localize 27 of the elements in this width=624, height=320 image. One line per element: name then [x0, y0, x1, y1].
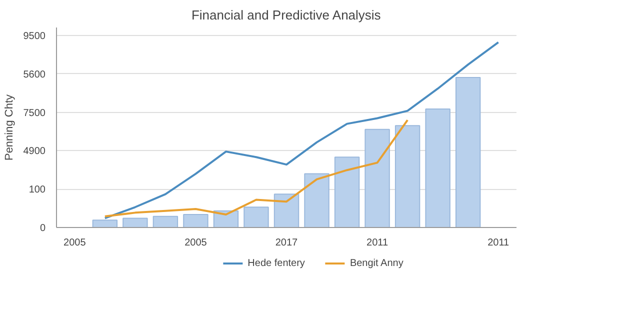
- bar: [152, 216, 178, 228]
- bar: [183, 214, 208, 228]
- bar: [304, 173, 330, 228]
- bar: [425, 108, 450, 228]
- text: 0: [40, 223, 46, 234]
- bar: [364, 128, 390, 228]
- bar: [334, 156, 360, 228]
- text: 5600: [23, 69, 46, 80]
- legend-label: Hede fentery: [248, 258, 305, 268]
- bar: [244, 206, 269, 228]
- text: 7500: [23, 108, 46, 119]
- text: 9500: [23, 31, 46, 42]
- x-tick-label: 2017: [275, 238, 298, 248]
- bar: [92, 220, 118, 228]
- text: 100: [28, 184, 46, 196]
- x-tick-label: 2005: [184, 238, 208, 248]
- x-tick-label: 2011: [488, 238, 510, 248]
- bar: [274, 194, 300, 228]
- x-tick-label: 2005: [64, 238, 86, 248]
- bar: [122, 218, 148, 228]
- chart-title: Financial and Predictive Analysis: [191, 8, 382, 22]
- bar: [455, 77, 481, 228]
- y-axis-title: Penning Chty: [3, 94, 16, 161]
- legend-label: Bengit Anny: [350, 258, 404, 268]
- x-tick-label: 2011: [366, 238, 388, 248]
- bar: [394, 125, 420, 228]
- text: 4900: [23, 146, 46, 158]
